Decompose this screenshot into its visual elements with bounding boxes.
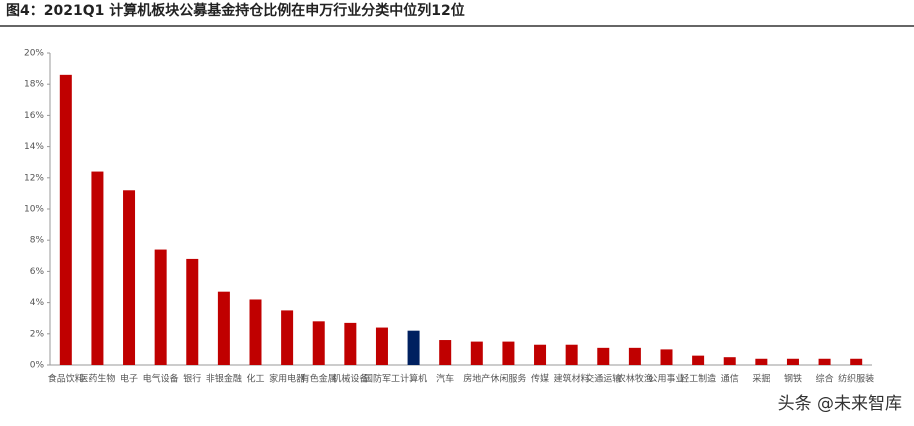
x-tick-label: 非银金融 bbox=[206, 373, 242, 385]
bar bbox=[534, 344, 547, 365]
bar bbox=[565, 344, 578, 365]
x-tick-label: 机械设备 bbox=[332, 373, 368, 385]
x-tick-label: 综合 bbox=[816, 373, 834, 385]
x-tick-label: 交通运输 bbox=[585, 373, 621, 385]
x-tick-label: 采掘 bbox=[752, 373, 770, 385]
x-tick-label: 计算机 bbox=[400, 373, 427, 385]
bar bbox=[502, 341, 515, 365]
y-tick-label: 12% bbox=[24, 173, 44, 183]
x-tick-label: 建筑材料 bbox=[554, 373, 590, 385]
y-tick-label: 10% bbox=[24, 205, 44, 215]
bar bbox=[439, 340, 452, 365]
bar bbox=[850, 358, 863, 365]
bar bbox=[281, 310, 294, 365]
bar bbox=[755, 358, 768, 365]
bar bbox=[154, 249, 167, 365]
x-tick-label: 食品饮料 bbox=[48, 373, 84, 385]
x-tick-label: 房地产 bbox=[463, 373, 490, 385]
bar bbox=[249, 299, 262, 365]
bar bbox=[818, 358, 831, 365]
bar bbox=[59, 74, 72, 365]
bar bbox=[217, 291, 230, 365]
x-tick-label: 有色金属 bbox=[301, 373, 337, 385]
y-tick-label: 14% bbox=[24, 142, 44, 152]
y-tick-label: 8% bbox=[30, 236, 45, 246]
bar bbox=[692, 355, 705, 365]
x-tick-label: 化工 bbox=[246, 373, 264, 385]
x-tick-label: 钢铁 bbox=[784, 373, 802, 385]
y-tick-label: 20% bbox=[24, 49, 44, 59]
y-tick-label: 18% bbox=[24, 80, 44, 90]
bar bbox=[91, 171, 104, 365]
x-tick-label: 传媒 bbox=[531, 373, 549, 385]
x-tick-label: 纺织服装 bbox=[838, 373, 874, 385]
bar bbox=[597, 347, 610, 365]
bar bbox=[344, 322, 357, 365]
x-tick-label: 休闲服务 bbox=[490, 373, 526, 385]
bar bbox=[723, 357, 736, 365]
x-tick-label: 家用电器 bbox=[269, 373, 305, 385]
watermark: 头条 @未来智库 bbox=[778, 394, 902, 414]
bar bbox=[407, 330, 420, 365]
bar bbox=[786, 358, 799, 365]
y-tick-label: 4% bbox=[30, 298, 45, 308]
x-tick-label: 农林牧渔 bbox=[617, 373, 653, 385]
bar bbox=[660, 349, 673, 365]
y-tick-label: 6% bbox=[30, 267, 45, 277]
x-tick-label: 汽车 bbox=[436, 373, 454, 385]
x-tick-label: 电子 bbox=[120, 373, 138, 385]
y-tick-label: 16% bbox=[24, 111, 44, 121]
x-tick-label: 国防军工 bbox=[364, 373, 400, 385]
bar bbox=[123, 190, 136, 365]
bar bbox=[312, 321, 325, 365]
x-tick-label: 公用事业 bbox=[648, 373, 684, 385]
x-tick-label: 电气设备 bbox=[143, 373, 179, 385]
bar bbox=[470, 341, 483, 365]
y-tick-label: 0% bbox=[30, 361, 45, 371]
x-tick-label: 医药生物 bbox=[79, 373, 115, 385]
y-tick-label: 2% bbox=[30, 329, 45, 339]
x-tick-label: 银行 bbox=[183, 373, 201, 385]
bar bbox=[628, 347, 641, 365]
x-tick-label: 通信 bbox=[721, 373, 739, 385]
x-tick-label: 轻工制造 bbox=[680, 373, 716, 385]
bar bbox=[186, 258, 199, 365]
bar bbox=[375, 327, 388, 365]
chart-title: 图4：2021Q1 计算机板块公募基金持仓比例在申万行业分类中位列12位 bbox=[6, 2, 465, 19]
